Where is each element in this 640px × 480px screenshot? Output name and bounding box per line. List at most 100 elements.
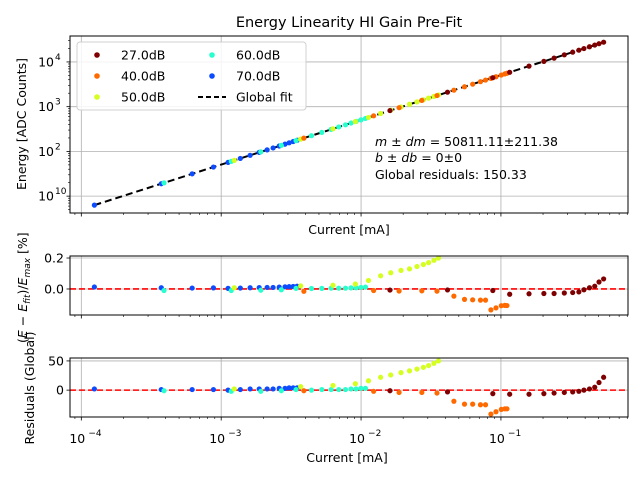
global-residual-point-50-0dB [431,360,437,366]
energy-point-60-0dB [161,180,167,186]
relative-residual-point-27-0dB [526,291,532,297]
global-residual-point-70-0dB [247,386,253,392]
relative-residual-point-70-0dB [286,284,292,290]
global-residual-point-50-0dB [388,372,394,378]
relative-residual-point-60-0dB [342,285,349,291]
global-residual-point-60-0dB [258,388,264,394]
global-residual-point-70-0dB [282,385,288,391]
energy-point-40-0dB [461,84,468,90]
relative-residual-point-50-0dB [435,255,442,261]
global-residual-point-40-0dB [301,388,307,394]
global-residual-point-60-0dB [362,385,369,391]
global-residual-point-60-0dB [278,388,284,394]
relative-residual-point-50-0dB [298,283,304,289]
global-residual-point-50-0dB [414,366,420,372]
relative-residual-point-27-0dB [581,287,587,293]
energy-points [91,39,607,208]
energy-point-40-0dB [396,105,402,111]
relative-residual-point-50-0dB [420,261,426,268]
global-residual-point-40-0dB [477,402,484,408]
relative-residual-point-60-0dB [358,284,364,291]
relative-residual-point-40-0dB [396,288,402,294]
energy-point-50-0dB [352,119,358,125]
global-residual-point-70-0dB [270,386,276,392]
energy-point-70-0dB [270,145,276,151]
relative-residual-point-40-0dB [419,288,425,294]
global-residual-point-70-0dB [210,386,217,393]
energy-ylabel: Energy [ADC Counts] [14,58,29,190]
global-residual-point-40-0dB [504,406,510,412]
legend-marker-50db [94,94,100,100]
relative-residual-point-50-0dB [330,282,336,288]
relative-residual-point-60-0dB [362,284,369,290]
global-residual-point-70-0dB [237,386,243,393]
legend-marker-60db [209,52,215,58]
relative-residual-point-70-0dB [210,285,217,291]
legend-marker-70db [209,73,215,79]
legend-entry-27db: 27.0dB [94,48,165,63]
relative-residual-point-60-0dB [258,287,264,293]
energy-point-27-0dB [526,63,532,69]
energy-point-50-0dB [231,157,237,163]
legend-entry-50db: 50.0dB [94,90,165,105]
relative-residual-point-50-0dB [352,281,358,287]
global-residual-points [91,358,607,417]
relative-residual-point-50-0dB [365,277,372,284]
relative-residual-point-70-0dB [282,284,288,290]
global-residual-point-40-0dB [461,401,468,407]
global-residual-point-27-0dB [576,388,582,394]
global-residual-point-60-0dB [328,386,334,393]
global-residual-point-60-0dB [319,386,325,393]
y-tick-exponent: 10 [55,187,67,197]
relative-residual-point-60-0dB [293,285,299,291]
energy-point-27-0dB [570,49,576,55]
relative-residual-point-50-0dB [414,263,420,270]
relative-residual-point-50-0dB [431,257,437,263]
global-residual-point-70-0dB [189,386,195,393]
global-residual-point-27-0dB [507,391,513,397]
relative-residual-point-40-0dB [434,288,440,294]
relative-residual-point-27-0dB [551,290,557,297]
legend-label-27db: 27.0dB [121,48,165,63]
energy-point-70-0dB [189,171,195,177]
relative-residual-point-40-0dB [482,297,489,303]
x-tick-label: 10 [209,431,225,446]
energy-point-60-0dB [342,122,349,128]
relative-residual-point-50-0dB [388,270,394,276]
relative-residual-point-40-0dB [371,287,377,294]
x-tick-label: 10 [69,431,85,446]
relative-residual-points [91,255,607,313]
global-residual-ylabel: Residuals (Global) [22,332,37,445]
annotation-intercept: b ± db = 0±0 [375,150,462,165]
legend-label-70db: 70.0dB [236,69,280,84]
legend-label-global-fit: Global fit [236,90,293,105]
energy-point-27-0dB [581,45,587,52]
global-residual-point-27-0dB [387,388,393,394]
global-residual-point-40-0dB [470,401,476,407]
relative-residual-point-27-0dB [444,287,451,293]
energy-point-27-0dB [541,58,547,64]
energy-point-27-0dB [576,47,582,53]
global-residual-point-70-0dB [91,386,97,392]
global-residual-point-60-0dB [336,386,342,393]
energy-point-40-0dB [301,135,307,141]
relative-residual-point-60-0dB [308,285,315,292]
x-tick-exponent: −4 [88,429,102,439]
global-residual-point-50-0dB [231,386,237,392]
energy-point-27-0dB [561,52,567,58]
x-tick-exponent: −2 [368,429,381,439]
legend-entry-70db: 70.0dB [209,69,280,84]
relative-residual-point-60-0dB [278,287,284,293]
global-residual-point-40-0dB [493,409,499,415]
energy-point-70-0dB [237,155,243,162]
annotation-slope: m ± dm = 50811.11±211.38 [375,134,558,149]
global-residual-point-27-0dB [570,389,576,395]
energy-point-60-0dB [348,120,354,126]
global-residual-point-27-0dB [601,374,607,380]
global-residual-point-27-0dB [586,386,593,392]
legend-entry-40db: 40.0dB [94,69,165,84]
global-residual-point-27-0dB [592,384,598,390]
